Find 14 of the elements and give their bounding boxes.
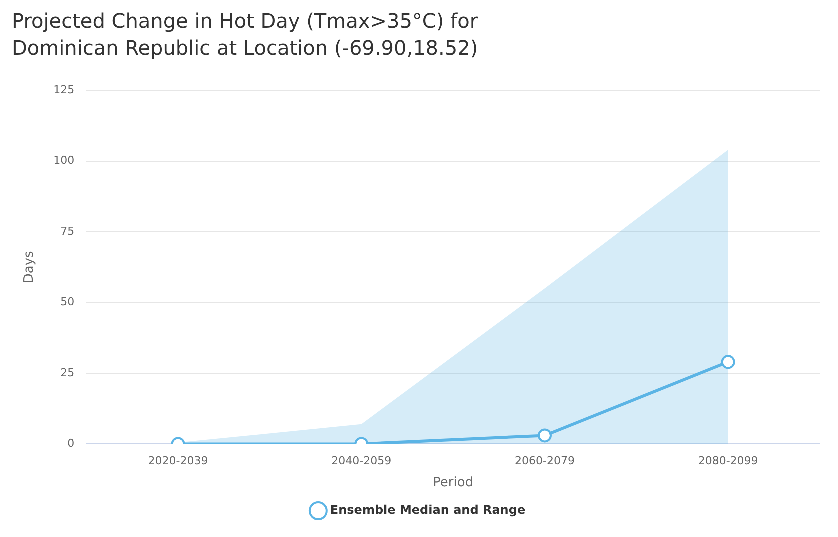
- y-tick-label: 75: [60, 224, 75, 238]
- y-tick-label: 25: [60, 366, 75, 380]
- legend-label: Ensemble Median and Range: [330, 503, 526, 518]
- chart-title: Projected Change in Hot Day (Tmax>35°C) for Dominican Republic at Location (-69.90,18.52): [12, 8, 480, 62]
- x-tick-label: 2060-2079: [514, 454, 575, 468]
- x-axis-title: Period: [433, 476, 474, 491]
- y-tick-label: 100: [54, 154, 75, 168]
- y-tick-label: 125: [54, 83, 75, 96]
- x-tick-label: 2020-2039: [148, 454, 208, 468]
- y-axis-title: Days: [22, 250, 38, 284]
- y-tick-label: 50: [60, 296, 75, 309]
- x-tick-label: 2080-2099: [698, 454, 758, 468]
- y-tick-label: 0: [68, 437, 75, 450]
- x-tick-label: 2040-2059: [332, 454, 392, 468]
